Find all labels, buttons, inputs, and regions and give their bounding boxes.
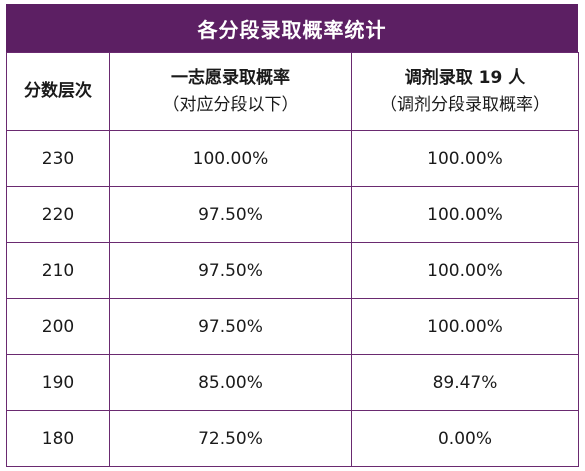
header-first-choice: 一志愿录取概率 （对应分段以下） [109, 52, 352, 131]
header-score-level: 分数层次 [6, 52, 110, 131]
table-row: 210 97.50% 100.00% [6, 242, 579, 299]
probability-table: 分数层次 一志愿录取概率 （对应分段以下） 调剂录取 19 人 （调剂分段录取概… [6, 52, 579, 467]
score-cell: 230 [6, 130, 110, 187]
adjusted-cell: 100.00% [351, 298, 579, 355]
score-cell: 190 [6, 354, 110, 411]
first-choice-cell: 72.50% [109, 410, 352, 467]
table-row: 220 97.50% 100.00% [6, 186, 579, 243]
first-choice-cell: 100.00% [109, 130, 352, 187]
first-choice-cell: 97.50% [109, 186, 352, 243]
header-first-choice-title: 一志愿录取概率 [171, 67, 290, 88]
header-adjusted-note: （调剂分段录取概率） [380, 94, 550, 115]
table-row: 180 72.50% 0.00% [6, 410, 579, 467]
score-cell: 220 [6, 186, 110, 243]
table-title: 各分段录取概率统计 [6, 4, 578, 52]
statistics-table-container: 各分段录取概率统计 分数层次 一志愿录取概率 （对应分段以下） 调剂录取 19 … [6, 4, 579, 467]
adjusted-cell: 100.00% [351, 186, 579, 243]
first-choice-cell: 85.00% [109, 354, 352, 411]
header-row: 分数层次 一志愿录取概率 （对应分段以下） 调剂录取 19 人 （调剂分段录取概… [6, 52, 579, 131]
first-choice-cell: 97.50% [109, 298, 352, 355]
header-first-choice-note: （对应分段以下） [162, 94, 299, 115]
score-cell: 200 [6, 298, 110, 355]
adjusted-cell: 0.00% [351, 410, 579, 467]
header-adjusted-title: 调剂录取 19 人 [404, 67, 526, 88]
adjusted-cell: 100.00% [351, 242, 579, 299]
adjusted-cell: 100.00% [351, 130, 579, 187]
adjusted-cell: 89.47% [351, 354, 579, 411]
table-row: 190 85.00% 89.47% [6, 354, 579, 411]
score-cell: 180 [6, 410, 110, 467]
header-adjusted: 调剂录取 19 人 （调剂分段录取概率） [351, 52, 579, 131]
score-cell: 210 [6, 242, 110, 299]
table-row: 200 97.50% 100.00% [6, 298, 579, 355]
table-row: 230 100.00% 100.00% [6, 130, 579, 187]
first-choice-cell: 97.50% [109, 242, 352, 299]
